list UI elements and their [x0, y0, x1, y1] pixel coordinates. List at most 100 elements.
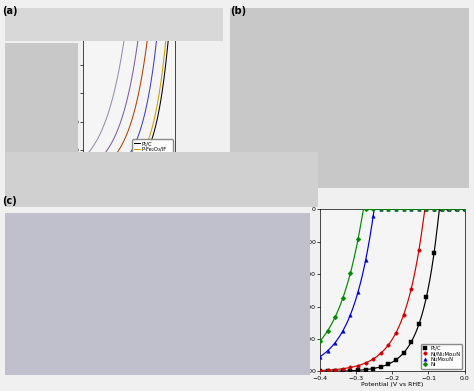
Ni₂Mo₃₂N	[462, 207, 467, 212]
P-Fe₂O₃/IF	[173, 35, 178, 39]
Fe₂O₃/IF	[135, 135, 141, 139]
Pt/C	[158, 98, 164, 102]
Ni₂Mo₃₂N	[424, 207, 429, 212]
FePHF	[135, 94, 141, 99]
Ni	[462, 207, 467, 212]
Ni	[340, 296, 346, 301]
Fe₂O₃/IF	[173, 35, 178, 39]
Pt/C	[462, 207, 467, 212]
Ni/Ni₂Mo₃₂N	[424, 207, 429, 212]
Pt/C	[385, 362, 391, 366]
Ni	[378, 207, 383, 212]
Ni₂Mo₃₂N	[447, 207, 452, 212]
P-Fe₂O₃/IF	[164, 35, 170, 39]
Pt/C	[416, 322, 422, 327]
P-Fe₂O₃/IF	[135, 158, 140, 163]
Ni₂Mo₃₂N	[454, 207, 460, 212]
Ni/Ni₂Mo₃₂N	[409, 286, 414, 291]
Ni/Ni₂Mo₃₂N	[332, 367, 338, 372]
Pt/C	[137, 161, 142, 165]
Legend: Pt/C, P-Fe₂O₃/IF, Fe₂O₃/IF, FePHF, γ-FeOOH/IF, Iron foam: Pt/C, P-Fe₂O₃/IF, Fe₂O₃/IF, FePHF, γ-FeO…	[132, 140, 173, 175]
Ni/Ni₂Mo₃₂N	[355, 363, 361, 368]
Pt/C	[317, 369, 323, 374]
γ-FeOOH/IF	[135, 38, 141, 43]
Ni₂Mo₃₂N	[393, 207, 399, 212]
Ni/Ni₂Mo₃₂N	[347, 365, 353, 370]
Pt/C	[439, 207, 445, 212]
Iron foam	[81, 156, 86, 161]
γ-FeOOH/IF	[80, 168, 86, 172]
Ni	[363, 207, 368, 212]
Line: Pt/C: Pt/C	[83, 37, 175, 178]
Legend: Pt/C, Ni/Ni₂Mo₃₂N, Ni₂Mo₃₂N, Ni: Pt/C, Ni/Ni₂Mo₃₂N, Ni₂Mo₃₂N, Ni	[420, 344, 462, 369]
P-Fe₂O₃/IF	[158, 80, 164, 85]
FePHF	[158, 35, 164, 39]
Pt/C	[164, 52, 170, 57]
Pt/C	[378, 364, 383, 369]
Ni₂Mo₃₂N	[385, 207, 391, 212]
Ni	[355, 237, 361, 242]
Ni/Ni₂Mo₃₂N	[363, 361, 368, 365]
Ni/Ni₂Mo₃₂N	[385, 343, 391, 347]
Y-axis label: Current density (mA cm⁻²): Current density (mA cm⁻²)	[51, 66, 57, 149]
Ni/Ni₂Mo₃₂N	[462, 207, 467, 212]
Ni/Ni₂Mo₃₂N	[416, 248, 422, 253]
Pt/C	[431, 250, 437, 255]
Ni₂Mo₃₂N	[378, 207, 383, 212]
Ni	[347, 271, 353, 276]
Pt/C	[332, 369, 338, 373]
Line: FePHF: FePHF	[83, 37, 175, 174]
Ni	[370, 207, 376, 212]
Line: Iron foam: Iron foam	[83, 37, 175, 158]
Pt/C	[325, 369, 330, 374]
P-Fe₂O₃/IF	[81, 175, 86, 180]
Ni	[439, 207, 445, 212]
Pt/C	[81, 176, 86, 180]
γ-FeOOH/IF	[81, 167, 86, 172]
Fe₂O₃/IF	[158, 35, 164, 39]
Ni₂Mo₃₂N	[431, 207, 437, 212]
Ni	[401, 207, 407, 212]
Ni/Ni₂Mo₃₂N	[317, 368, 323, 373]
Line: γ-FeOOH/IF: γ-FeOOH/IF	[83, 37, 175, 170]
Ni/Ni₂Mo₃₂N	[431, 207, 437, 212]
Ni₂Mo₃₂N	[401, 207, 407, 212]
Pt/C	[347, 368, 353, 373]
FePHF	[135, 95, 140, 100]
Ni₂Mo₃₂N	[347, 312, 353, 317]
γ-FeOOH/IF	[158, 35, 164, 39]
Pt/C	[370, 366, 376, 371]
P-Fe₂O₃/IF	[137, 156, 142, 160]
Ni	[447, 207, 452, 212]
Iron foam	[164, 35, 170, 39]
Ni/Ni₂Mo₃₂N	[439, 207, 445, 212]
Line: P-Fe₂O₃/IF: P-Fe₂O₃/IF	[83, 37, 175, 178]
γ-FeOOH/IF	[136, 35, 141, 39]
Ni₂Mo₃₂N	[409, 207, 414, 212]
Ni₂Mo₃₂N	[363, 258, 368, 263]
γ-FeOOH/IF	[173, 35, 178, 39]
Pt/C	[135, 163, 140, 167]
Ni	[332, 315, 338, 319]
Ni	[424, 207, 429, 212]
Line: Ni₂Mo₃₂N: Ni₂Mo₃₂N	[318, 208, 466, 359]
Iron foam	[135, 35, 141, 39]
X-axis label: Potential (V vs RHE): Potential (V vs RHE)	[361, 382, 423, 387]
Iron foam	[158, 35, 164, 39]
Ni/Ni₂Mo₃₂N	[393, 330, 399, 335]
Y-axis label: Current Density (mA/cm²): Current Density (mA/cm²)	[292, 250, 297, 331]
Ni₂Mo₃₂N	[355, 290, 361, 294]
Pt/C	[401, 350, 407, 355]
Pt/C	[454, 207, 460, 212]
Pt/C	[355, 368, 361, 373]
Pt/C	[166, 35, 172, 39]
Iron foam	[136, 35, 141, 39]
FePHF	[145, 35, 151, 39]
Ni₂Mo₃₂N	[416, 207, 422, 212]
Fe₂O₃/IF	[81, 174, 86, 179]
Line: Pt/C: Pt/C	[318, 208, 466, 373]
Fe₂O₃/IF	[80, 174, 86, 179]
Ni	[317, 339, 323, 344]
Ni/Ni₂Mo₃₂N	[370, 357, 376, 361]
FePHF	[137, 86, 142, 91]
